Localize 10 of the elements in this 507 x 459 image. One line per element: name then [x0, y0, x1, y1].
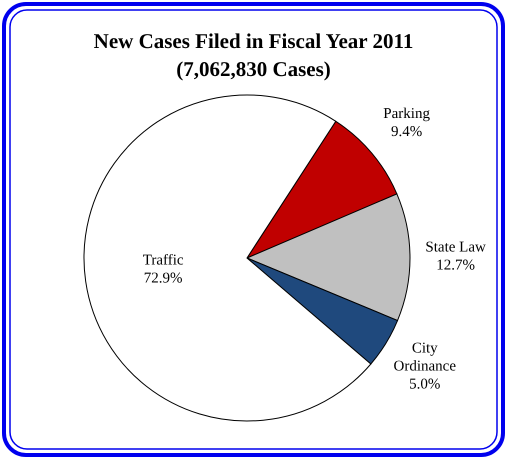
slice-label: City Ordinance	[394, 340, 456, 375]
data-label: 5.0%	[409, 376, 440, 393]
slice-label: Parking	[383, 106, 430, 122]
slice-label: Traffic	[142, 252, 184, 269]
data-label: 9.4%	[391, 124, 422, 140]
chart-subtitle: (7,062,830 Cases)	[176, 57, 331, 81]
chart-title: New Cases Filed in Fiscal Year 2011	[94, 29, 414, 53]
slice-label: State Law	[425, 239, 486, 256]
data-label: 12.7%	[436, 257, 476, 274]
data-label: 72.9%	[144, 270, 182, 287]
